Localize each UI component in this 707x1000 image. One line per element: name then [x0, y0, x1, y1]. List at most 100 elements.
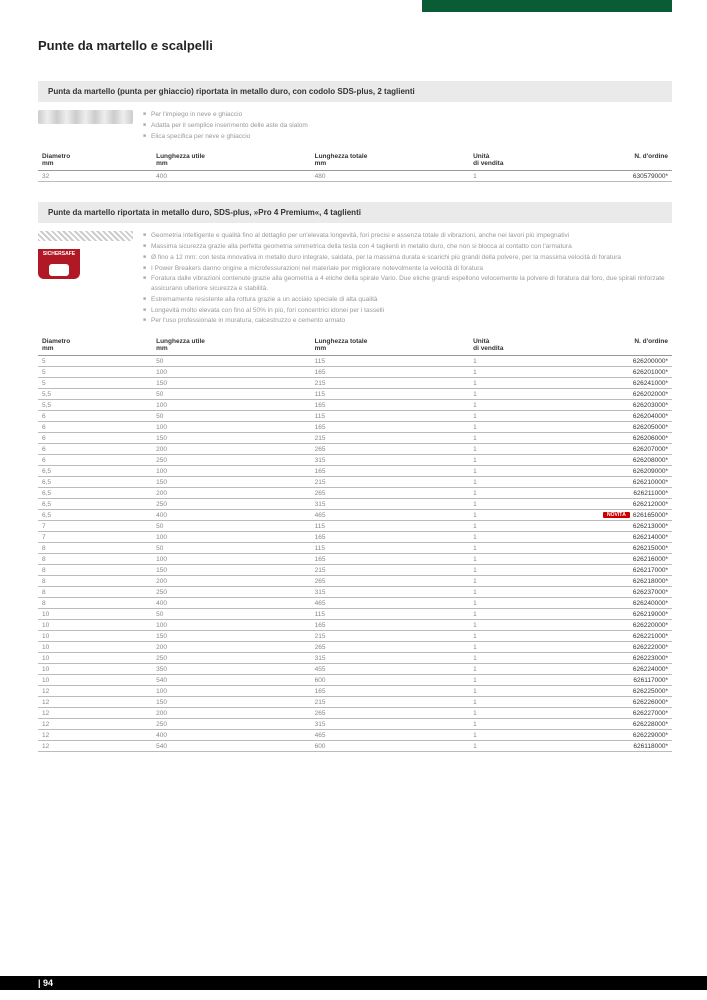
- cell-dia: 8: [38, 565, 152, 576]
- th-diametro: Diametro mm: [38, 150, 152, 171]
- cell-dia: 12: [38, 741, 152, 752]
- cell-dia: 6: [38, 433, 152, 444]
- cell-lt: 600: [311, 741, 470, 752]
- bullet-item: I Power Breakers danno origine a microfe…: [143, 264, 672, 274]
- cell-lu: 400: [152, 171, 311, 182]
- cell-uv: 1: [469, 587, 583, 598]
- cell-ordine: 626205000*: [583, 422, 672, 433]
- cell-dia: 8: [38, 598, 152, 609]
- cell-lt: 115: [311, 609, 470, 620]
- cell-lt: 265: [311, 444, 470, 455]
- section2-bullets: Geometria intelligente e qualità fino al…: [143, 231, 672, 327]
- table-row: 6,52002651626211000*: [38, 488, 672, 499]
- cell-uv: 1: [469, 521, 583, 532]
- cell-uv: 1: [469, 675, 583, 686]
- cell-dia: 5: [38, 367, 152, 378]
- content: Punte da martello e scalpelli Punta da m…: [0, 0, 707, 752]
- cell-dia: 5,5: [38, 389, 152, 400]
- cell-lu: 100: [152, 532, 311, 543]
- cell-lu: 400: [152, 510, 311, 521]
- cell-ordine: 626225000*: [583, 686, 672, 697]
- cell-ordine: 626118000*: [583, 741, 672, 752]
- cell-lt: 115: [311, 543, 470, 554]
- cell-ordine: 626203000*: [583, 400, 672, 411]
- cell-dia: 6: [38, 444, 152, 455]
- cell-lt: 115: [311, 521, 470, 532]
- cell-ordine: 626206000*: [583, 433, 672, 444]
- th-lunghezza-utile: Lunghezza utile mm: [152, 150, 311, 171]
- cell-lt: 215: [311, 697, 470, 708]
- cell-uv: 1: [469, 543, 583, 554]
- cell-lt: 265: [311, 576, 470, 587]
- cell-lu: 400: [152, 730, 311, 741]
- cell-lt: 315: [311, 455, 470, 466]
- cell-lu: 150: [152, 565, 311, 576]
- table-row: 105406001626117000*: [38, 675, 672, 686]
- cell-ordine: 626226000*: [583, 697, 672, 708]
- table-row: 62002651626207000*: [38, 444, 672, 455]
- cell-dia: 12: [38, 708, 152, 719]
- table-row: 6,54004651NOVITÀ626165000*: [38, 510, 672, 521]
- cell-ordine: 626200000*: [583, 356, 672, 367]
- page-number: | 94: [38, 978, 53, 988]
- table-row: 62503151626208000*: [38, 455, 672, 466]
- cell-dia: 8: [38, 576, 152, 587]
- cell-dia: 6,5: [38, 510, 152, 521]
- cell-lu: 400: [152, 598, 311, 609]
- cell-lt: 165: [311, 554, 470, 565]
- table-row: 6,52503151626212000*: [38, 499, 672, 510]
- cell-uv: 1: [469, 708, 583, 719]
- cell-ordine: 630579000*: [583, 171, 672, 182]
- footer-band: | 94: [0, 976, 707, 990]
- cell-uv: 1: [469, 686, 583, 697]
- table-row: 7501151626213000*: [38, 521, 672, 532]
- cell-ordine: 626237000*: [583, 587, 672, 598]
- cell-ordine: 626222000*: [583, 642, 672, 653]
- table-row: 82503151626237000*: [38, 587, 672, 598]
- table-row: 6501151626204000*: [38, 411, 672, 422]
- cell-uv: 1: [469, 719, 583, 730]
- cell-dia: 8: [38, 554, 152, 565]
- cell-lu: 100: [152, 554, 311, 565]
- cell-uv: 1: [469, 576, 583, 587]
- bullet-item: Adatta per il semplice inserimento delle…: [143, 121, 672, 131]
- section1-bullets: Per l'impiego in neve e ghiaccioAdatta p…: [143, 110, 672, 142]
- cell-dia: 7: [38, 532, 152, 543]
- cell-uv: 1: [469, 466, 583, 477]
- cell-lt: 315: [311, 653, 470, 664]
- cell-dia: 5: [38, 356, 152, 367]
- bullet-item: Per l'uso professionale in muratura, cal…: [143, 316, 672, 326]
- cell-lu: 50: [152, 609, 311, 620]
- cell-ordine: 626202000*: [583, 389, 672, 400]
- table-row: 8501151626215000*: [38, 543, 672, 554]
- table-row: 61502151626206000*: [38, 433, 672, 444]
- cell-ordine: 626220000*: [583, 620, 672, 631]
- cell-uv: 1: [469, 499, 583, 510]
- th-lunghezza-totale: Lunghezza totale mm: [311, 150, 470, 171]
- cell-lu: 100: [152, 367, 311, 378]
- cell-lu: 540: [152, 741, 311, 752]
- cell-lt: 315: [311, 499, 470, 510]
- cell-ordine: 626207000*: [583, 444, 672, 455]
- cell-ordine: 626223000*: [583, 653, 672, 664]
- cell-lt: 165: [311, 532, 470, 543]
- footer: | 94: [0, 976, 707, 990]
- cell-ordine: 626201000*: [583, 367, 672, 378]
- section1-table: Diametro mm Lunghezza utile mm Lunghezza…: [38, 150, 672, 182]
- cell-lu: 100: [152, 686, 311, 697]
- cell-uv: 1: [469, 620, 583, 631]
- cell-uv: 1: [469, 664, 583, 675]
- cell-ordine: 626208000*: [583, 455, 672, 466]
- table-row: 102503151626223000*: [38, 653, 672, 664]
- page: Punte da martello e scalpelli Punta da m…: [0, 0, 707, 1000]
- cell-ordine: NOVITÀ626165000*: [583, 510, 672, 521]
- cell-lu: 150: [152, 697, 311, 708]
- section1-header: Punta da martello (punta per ghiaccio) r…: [38, 81, 672, 102]
- bullet-item: Per l'impiego in neve e ghiaccio: [143, 110, 672, 120]
- table-row: 101502151626221000*: [38, 631, 672, 642]
- cell-lu: 50: [152, 543, 311, 554]
- bullet-item: Geometria intelligente e qualità fino al…: [143, 231, 672, 241]
- cell-ordine: 626215000*: [583, 543, 672, 554]
- page-title: Punte da martello e scalpelli: [38, 38, 672, 53]
- cell-ordine: 626229000*: [583, 730, 672, 741]
